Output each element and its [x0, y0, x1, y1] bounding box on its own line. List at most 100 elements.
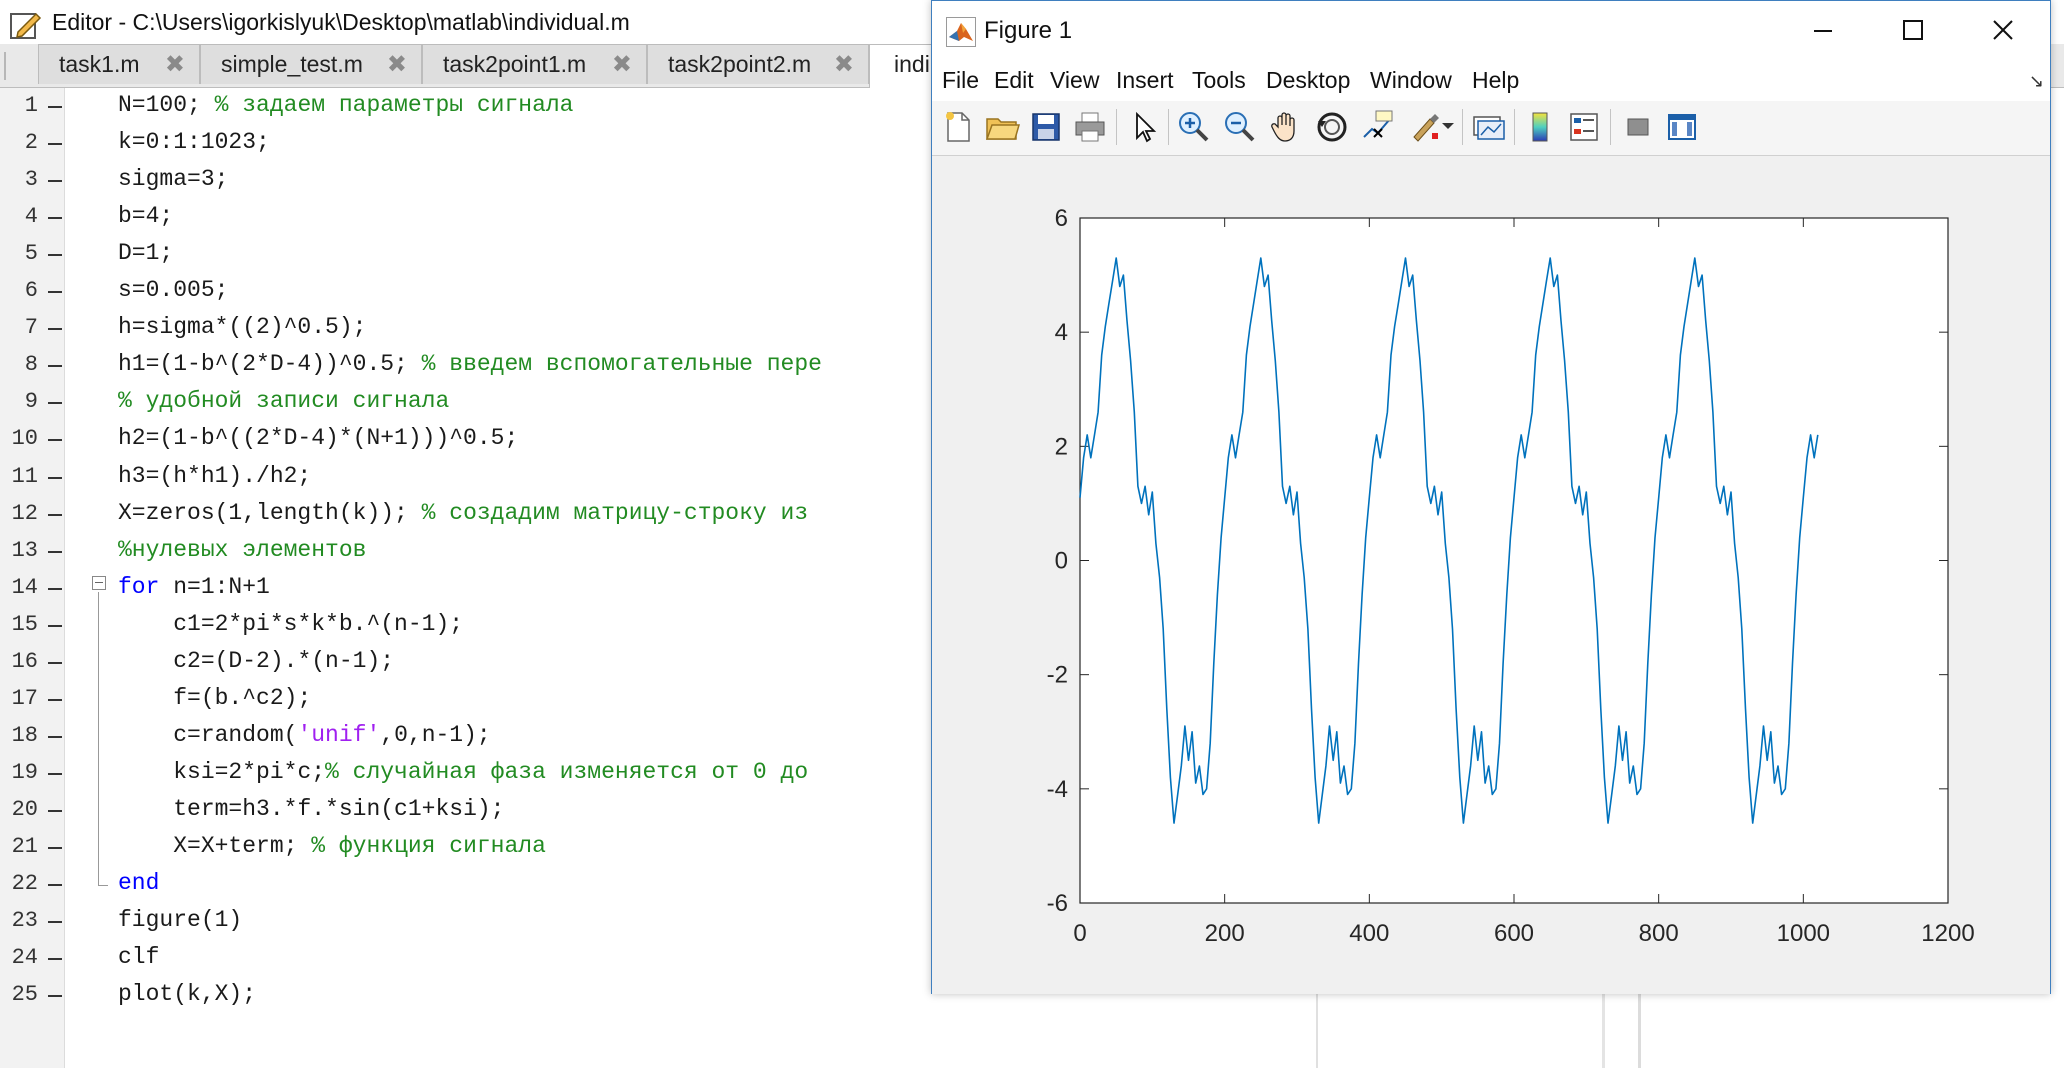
breakpoint-marker[interactable]	[48, 809, 62, 812]
pan-icon[interactable]	[1266, 107, 1306, 147]
breakpoint-marker[interactable]	[48, 143, 62, 146]
code-line[interactable]: figure(1)	[118, 907, 242, 933]
code-line[interactable]: sigma=3;	[118, 166, 228, 192]
figure-titlebar[interactable]: Figure 1	[932, 1, 2050, 61]
code-line[interactable]: h1=(1-b^(2*D-4))^0.5; % введем вспомогат…	[118, 351, 822, 377]
breakpoint-marker[interactable]	[48, 217, 62, 220]
line-chart[interactable]: 0 200 400 600 800 1000 1200 6 4 2 0 -2 -4 -6	[932, 156, 2050, 994]
code-line[interactable]: D=1;	[118, 240, 173, 266]
line-number: 11	[11, 463, 38, 489]
code-line[interactable]: end	[118, 870, 159, 896]
breakpoint-marker[interactable]	[48, 661, 62, 664]
hide-plot-tools-icon[interactable]	[1618, 107, 1658, 147]
breakpoint-marker[interactable]	[48, 402, 62, 405]
tab-close-icon[interactable]: ✖	[386, 51, 407, 78]
code-line[interactable]: term=h3.*f.*sin(c1+ksi);	[118, 796, 504, 822]
edit-plot-icon[interactable]	[1124, 107, 1164, 147]
menu-window[interactable]: Window	[1370, 67, 1452, 93]
tab-close-icon[interactable]: ✖	[164, 51, 185, 78]
colorbar-icon[interactable]	[1520, 107, 1560, 147]
code-line[interactable]: ksi=2*pi*c;% случайная фаза изменяется о…	[118, 759, 808, 785]
code-line[interactable]: % удобной записи сигнала	[118, 388, 449, 414]
code-line[interactable]: plot(k,X);	[118, 981, 256, 1007]
breakpoint-marker[interactable]	[48, 328, 62, 331]
series-line[interactable]	[1079, 257, 1819, 824]
code-line[interactable]: h=sigma*((2)^0.5);	[118, 314, 366, 340]
breakpoint-marker[interactable]	[48, 476, 62, 479]
code-line[interactable]: c=random('unif',0,n-1);	[118, 721, 490, 748]
breakpoint-marker[interactable]	[48, 254, 62, 257]
breakpoint-marker[interactable]	[48, 772, 62, 775]
code-line[interactable]: for n=1:N+1	[118, 574, 270, 600]
breakpoint-marker[interactable]	[48, 735, 62, 738]
editor-scrollbar[interactable]	[1602, 990, 1605, 1068]
breakpoint-marker[interactable]	[48, 513, 62, 516]
rotate-3d-icon[interactable]	[1312, 107, 1352, 147]
breakpoint-marker[interactable]	[48, 291, 62, 294]
breakpoint-marker[interactable]	[48, 958, 62, 961]
breakpoint-marker[interactable]	[48, 884, 62, 887]
code-line[interactable]: N=100; % задаем параметры сигнала	[118, 92, 573, 118]
open-file-icon[interactable]	[982, 107, 1022, 147]
link-plot-icon[interactable]	[1468, 107, 1508, 147]
menu-desktop[interactable]: Desktop	[1266, 67, 1351, 93]
tab-task2point2[interactable]: task2point2.m ✖	[647, 44, 869, 84]
menu-view[interactable]: View	[1050, 67, 1100, 93]
code-line[interactable]: %нулевых элементов	[118, 537, 366, 563]
breakpoint-marker[interactable]	[48, 365, 62, 368]
save-icon[interactable]	[1026, 107, 1066, 147]
breakpoint-marker[interactable]	[48, 624, 62, 627]
breakpoint-marker[interactable]	[48, 550, 62, 553]
code-line[interactable]: X=X+term; % функция сигнала	[118, 833, 546, 859]
tab-task1[interactable]: task1.m ✖	[38, 44, 200, 84]
tab-close-icon[interactable]: ✖	[833, 51, 854, 78]
line-number-gutter: 1 2 3 4 5 6 7 8 9 10 11 12 13 14 15 16 17 18 19 20 21 22 23 24 2…	[0, 88, 65, 1068]
tab-scroll-handle[interactable]	[4, 52, 18, 80]
tab-simple-test[interactable]: simple_test.m ✖	[200, 44, 422, 84]
tab-label: task2point2.m	[668, 51, 812, 77]
code-line[interactable]: h3=(h*h1)./h2;	[118, 463, 311, 489]
breakpoint-marker[interactable]	[48, 180, 62, 183]
maximize-icon[interactable]	[1882, 7, 1942, 55]
menubar-dock-icon[interactable]: ↘	[2028, 71, 2044, 91]
zoom-in-icon[interactable]	[1174, 107, 1214, 147]
code-line[interactable]: X=zeros(1,length(k)); % создадим матрицу…	[118, 500, 808, 526]
menu-file[interactable]: File	[942, 67, 980, 93]
menu-tools[interactable]: Tools	[1192, 67, 1246, 93]
breakpoint-marker[interactable]	[48, 587, 62, 590]
menu-help[interactable]: Help	[1472, 67, 1520, 93]
code-token-string: 'unif'	[297, 721, 381, 748]
print-icon[interactable]	[1070, 107, 1110, 147]
editor-panel-divider[interactable]	[1638, 990, 1641, 1068]
code-line[interactable]: clf	[118, 944, 159, 970]
fold-guide	[98, 592, 99, 886]
breakpoint-marker[interactable]	[48, 439, 62, 442]
breakpoint-marker[interactable]	[48, 106, 62, 108]
minimize-icon[interactable]	[1792, 7, 1852, 55]
code-line[interactable]: h2=(1-b^((2*D-4)*(N+1)))^0.5;	[118, 425, 518, 451]
close-icon[interactable]	[1972, 7, 2032, 55]
tab-close-icon[interactable]: ✖	[611, 51, 632, 78]
zoom-out-icon[interactable]	[1220, 107, 1260, 147]
brush-dropdown-icon[interactable]	[1438, 107, 1458, 147]
tab-task2point1[interactable]: task2point1.m ✖	[422, 44, 647, 84]
code-line[interactable]: c2=(D-2).*(n-1);	[118, 648, 394, 674]
y-tick-label: -6	[1047, 890, 1068, 917]
code-line[interactable]: b=4;	[118, 203, 173, 229]
fold-toggle-icon[interactable]	[92, 576, 106, 590]
brush-icon[interactable]	[1404, 107, 1444, 147]
code-line[interactable]: f=(b.^c2);	[118, 685, 311, 711]
code-line[interactable]: k=0:1:1023;	[118, 129, 270, 155]
data-cursor-icon[interactable]	[1358, 107, 1398, 147]
breakpoint-marker[interactable]	[48, 847, 62, 849]
code-line[interactable]: s=0.005;	[118, 277, 228, 303]
breakpoint-marker[interactable]	[48, 995, 62, 998]
new-figure-icon[interactable]	[938, 107, 978, 147]
breakpoint-marker[interactable]	[48, 921, 62, 924]
code-line[interactable]: c1=2*pi*s*k*b.^(n-1);	[118, 611, 463, 637]
menu-insert[interactable]: Insert	[1116, 67, 1174, 93]
show-plot-tools-icon[interactable]	[1662, 107, 1702, 147]
legend-icon[interactable]	[1564, 107, 1604, 147]
menu-edit[interactable]: Edit	[994, 67, 1034, 93]
breakpoint-marker[interactable]	[48, 698, 62, 701]
